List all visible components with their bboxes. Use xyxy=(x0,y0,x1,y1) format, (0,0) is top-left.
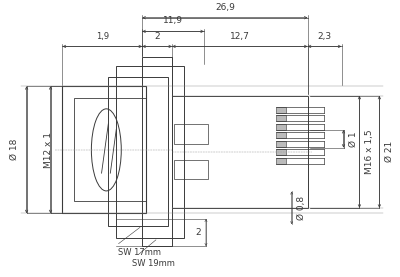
Text: Ø 0,8: Ø 0,8 xyxy=(297,196,306,220)
Bar xyxy=(276,115,286,121)
Bar xyxy=(276,132,286,138)
Text: M12 x 1: M12 x 1 xyxy=(44,132,53,168)
Bar xyxy=(174,160,208,179)
Text: 2,3: 2,3 xyxy=(318,32,332,41)
Text: SW 17mm: SW 17mm xyxy=(118,248,161,257)
Text: 12,7: 12,7 xyxy=(230,32,250,41)
Bar xyxy=(74,98,146,201)
Bar xyxy=(142,57,172,246)
Bar xyxy=(172,96,308,208)
Bar xyxy=(174,124,208,143)
Text: 1,9: 1,9 xyxy=(96,32,109,41)
Text: 2: 2 xyxy=(154,32,160,41)
Text: M16 x 1,5: M16 x 1,5 xyxy=(365,129,374,174)
Bar xyxy=(62,86,146,213)
Text: 11,9: 11,9 xyxy=(163,16,183,25)
Text: SW 19mm: SW 19mm xyxy=(132,259,175,268)
Text: 2: 2 xyxy=(195,228,201,237)
Text: Ø 18: Ø 18 xyxy=(9,139,18,160)
Bar xyxy=(276,158,286,164)
Bar xyxy=(276,140,286,147)
Text: Ø 21: Ø 21 xyxy=(385,141,394,162)
Bar xyxy=(108,76,168,226)
Bar xyxy=(276,107,286,114)
Text: Ø 1: Ø 1 xyxy=(349,131,358,147)
Bar xyxy=(276,124,286,130)
Text: 26,9: 26,9 xyxy=(215,3,235,12)
Bar xyxy=(276,149,286,155)
Bar xyxy=(116,66,184,238)
